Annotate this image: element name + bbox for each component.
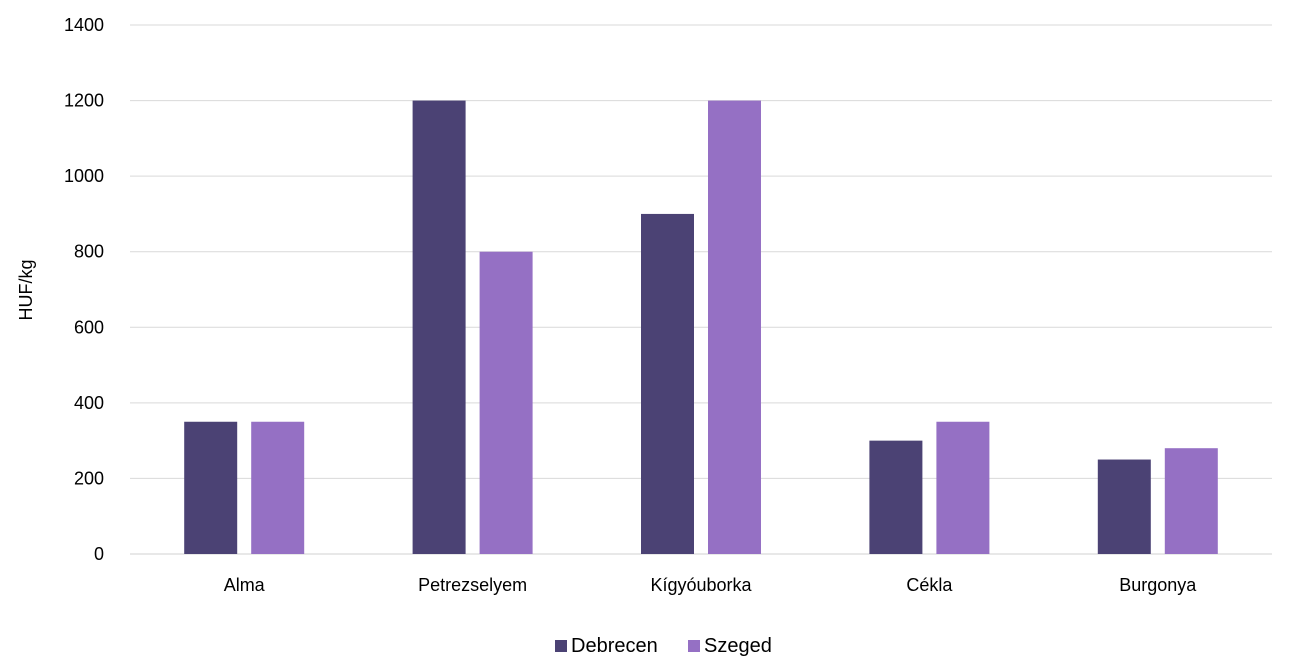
bar-szeged-3 <box>936 421 990 554</box>
bar-debrecen-0 <box>184 421 238 554</box>
legend: Debrecen Szeged <box>555 635 772 657</box>
bar-debrecen-1 <box>412 100 466 555</box>
legend-label-szeged: Szeged <box>704 635 772 657</box>
y-tick-label: 0 <box>94 544 104 564</box>
y-tick-label: 1200 <box>64 91 104 111</box>
bar-debrecen-4 <box>1097 459 1151 554</box>
y-tick-label: 1000 <box>64 166 104 186</box>
y-tick-label: 1400 <box>64 15 104 35</box>
bar-szeged-1 <box>479 251 533 554</box>
y-tick-label: 600 <box>74 317 104 337</box>
y-tick-label: 800 <box>74 242 104 262</box>
bar-szeged-2 <box>708 100 761 555</box>
y-tick-label: 400 <box>74 393 104 413</box>
x-category-label: Cékla <box>906 575 953 595</box>
bars <box>184 100 1218 555</box>
legend-swatch-debrecen <box>555 640 567 652</box>
x-category-label: Burgonya <box>1119 575 1197 595</box>
legend-swatch-szeged <box>688 640 700 652</box>
y-axis-ticks: 0 200 400 600 800 1000 1200 1400 <box>64 15 104 564</box>
y-axis-title: HUF/kg <box>16 259 36 320</box>
legend-label-debrecen: Debrecen <box>571 635 658 657</box>
y-tick-label: 200 <box>74 468 104 488</box>
bar-debrecen-2 <box>641 213 694 554</box>
gridlines <box>130 24 1272 555</box>
bar-szeged-4 <box>1164 448 1218 554</box>
x-axis-categories: Alma Petrezselyem Kígyóuborka Cékla Burgonya <box>224 575 1198 595</box>
bar-szeged-0 <box>251 421 305 554</box>
x-category-label: Alma <box>224 575 266 595</box>
x-category-label: Kígyóuborka <box>650 575 752 595</box>
x-category-label: Petrezselyem <box>418 575 527 595</box>
bar-debrecen-3 <box>869 440 923 554</box>
